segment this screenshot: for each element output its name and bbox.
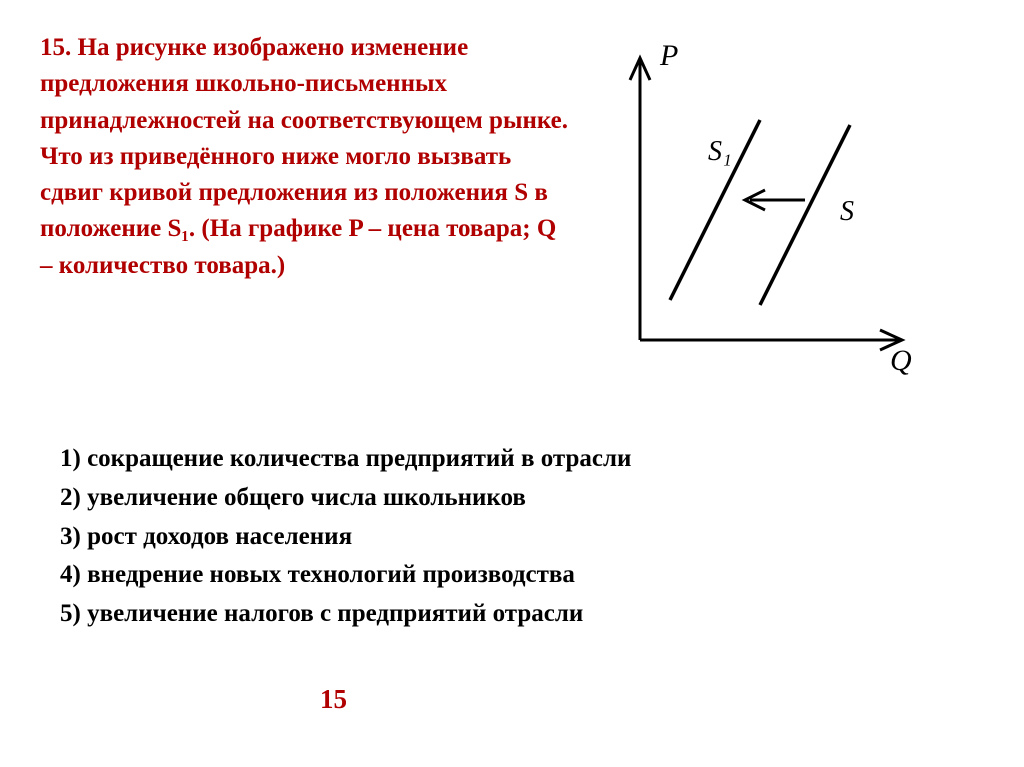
question-paragraph: 15. На рисунке изображено изменение пред… [40, 30, 570, 284]
axis-label-q: Q [890, 344, 912, 377]
question-number: 15. [40, 34, 71, 61]
option-5: 5) увеличение налогов с предприятий отра… [60, 595, 984, 634]
answer-block: 15 [320, 684, 984, 715]
option-4: 4) внедрение новых технологий производст… [60, 556, 984, 595]
curve-label-s: S [840, 196, 854, 227]
axis-label-p: P [659, 39, 678, 72]
options-list: 1) сокращение количества предприятий в о… [60, 440, 984, 634]
option-3: 3) рост доходов населения [60, 518, 984, 557]
option-1: 1) сокращение количества предприятий в о… [60, 440, 984, 479]
curve-label-s1: S₁ [708, 136, 732, 167]
answer-value: 15 [320, 684, 347, 714]
top-section: 15. На рисунке изображено изменение пред… [40, 30, 984, 380]
curve-s [760, 125, 850, 305]
question-block: 15. На рисунке изображено изменение пред… [40, 30, 570, 284]
question-body: На рисунке изображено изменение предложе… [40, 34, 568, 279]
option-2: 2) увеличение общего числа школьников [60, 479, 984, 518]
supply-shift-graph: P Q S₁ S [590, 30, 920, 380]
